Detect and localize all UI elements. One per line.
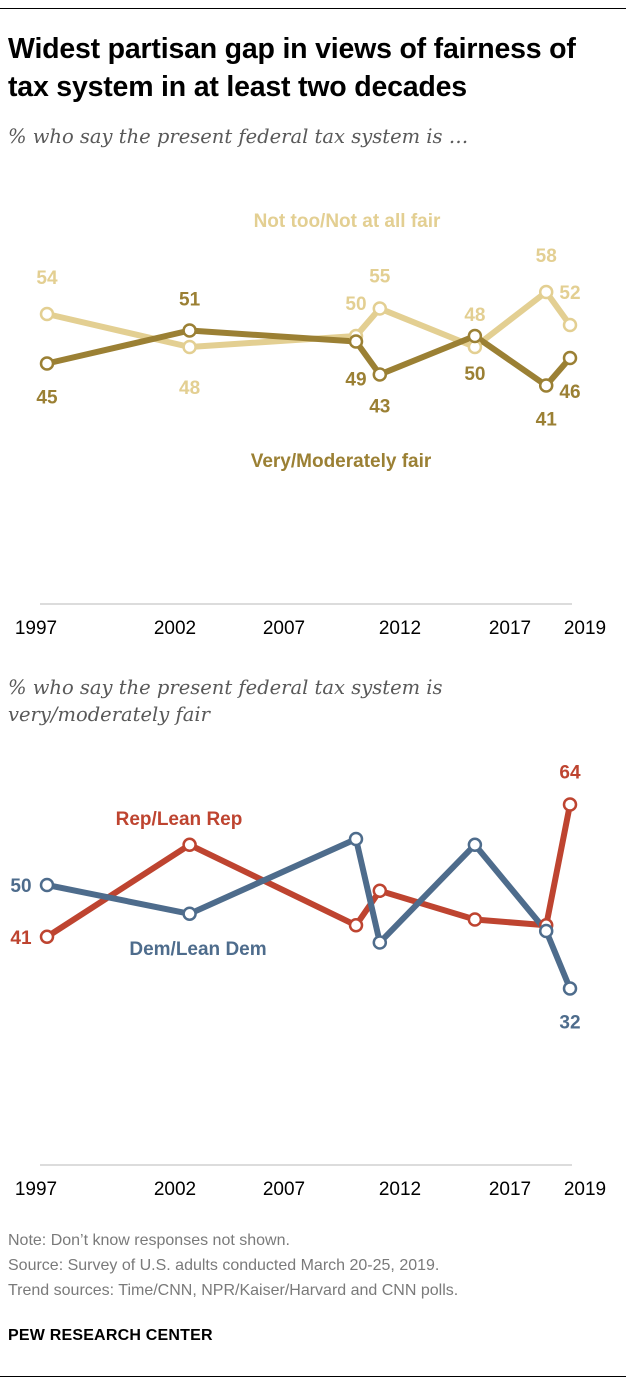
overall-fairness-line-chart: 1997 2002 2007 2012 2017 20195448505548585245… <box>15 211 606 639</box>
data-label-not-too-not-at-all-fair-2018: 58 <box>536 246 557 267</box>
x-tick-label-2007: 2007 <box>263 1179 305 1200</box>
x-tick-label-2012: 2012 <box>379 618 421 639</box>
data-label-not-too-not-at-all-fair-2003: 48 <box>179 378 200 399</box>
x-tick-label-1997: 1997 <box>15 1179 57 1200</box>
bottom-rule <box>0 1376 626 1377</box>
data-label-rep-lean-rep-1997: 41 <box>10 928 32 949</box>
chart2-subtitle: % who say the present federal tax system… <box>8 676 443 726</box>
x-tick-label-2002: 2002 <box>154 1179 196 1200</box>
series-name-label-dem-lean-dem: Dem/Lean Dem <box>129 939 266 960</box>
data-point-very-moderately-fair-2019 <box>562 350 578 366</box>
top-rule <box>0 8 626 9</box>
chart1-subtitle: % who say the present federal tax system… <box>8 125 469 148</box>
data-label-not-too-not-at-all-fair-2015: 48 <box>464 305 485 326</box>
data-label-not-too-not-at-all-fair-2010: 50 <box>345 294 366 315</box>
data-point-not-too-not-at-all-fair-2019 <box>562 317 578 333</box>
data-label-not-too-not-at-all-fair-2011: 55 <box>369 267 391 288</box>
data-point-not-too-not-at-all-fair-2003 <box>182 339 197 355</box>
data-label-rep-lean-rep-2019: 64 <box>559 763 581 784</box>
data-label-very-moderately-fair-2003: 51 <box>179 290 201 311</box>
data-point-rep-lean-rep-2011 <box>372 883 388 899</box>
data-point-dem-lean-dem-2011 <box>372 935 388 950</box>
data-label-very-moderately-fair-2019: 46 <box>559 382 580 403</box>
data-point-rep-lean-rep-2010 <box>348 918 364 933</box>
x-tick-label-1997: 1997 <box>15 618 57 639</box>
chart-title: Widest partisan gap in views of fairness… <box>8 33 576 103</box>
data-point-very-moderately-fair-2018 <box>538 378 554 393</box>
series-name-label-very-moderately-fair: Very/Moderately fair <box>251 451 432 472</box>
data-point-dem-lean-dem-2010 <box>348 831 364 847</box>
data-point-very-moderately-fair-2003 <box>182 323 197 338</box>
x-tick-label-2019: 2019 <box>564 1179 606 1200</box>
x-tick-label-2012: 2012 <box>379 1179 421 1200</box>
notes-block: Note: Don’t know responses not shown. So… <box>8 1228 458 1303</box>
data-point-rep-lean-rep-2019 <box>562 797 578 812</box>
data-point-not-too-not-at-all-fair-2011 <box>372 301 388 316</box>
series-name-label-not-too-not-at-all-fair: Not too/Not at all fair <box>254 211 441 232</box>
data-label-very-moderately-fair-2018: 41 <box>536 410 558 431</box>
series-line-very-moderately-fair <box>44 327 573 389</box>
data-label-very-moderately-fair-2010: 49 <box>345 370 366 391</box>
data-point-rep-lean-rep-1997 <box>39 929 55 945</box>
data-point-very-moderately-fair-2015 <box>467 328 483 344</box>
x-tick-label-2017: 2017 <box>489 1179 531 1200</box>
data-point-dem-lean-dem-2015 <box>467 837 483 853</box>
x-tick-label-2002: 2002 <box>154 618 196 639</box>
x-tick-label-2007: 2007 <box>263 618 305 639</box>
x-tick-label-2017: 2017 <box>489 618 531 639</box>
x-tick-label-2019: 2019 <box>564 618 606 639</box>
data-label-not-too-not-at-all-fair-1997: 54 <box>36 268 58 289</box>
note-text: Note: Don’t know responses not shown. <box>8 1232 290 1249</box>
data-label-very-moderately-fair-2011: 43 <box>369 397 390 418</box>
data-label-dem-lean-dem-1997: 50 <box>10 876 31 897</box>
series-name-label-rep-lean-rep: Rep/Lean Rep <box>116 809 243 830</box>
data-point-rep-lean-rep-2003 <box>182 837 197 853</box>
data-point-very-moderately-fair-2010 <box>348 334 364 349</box>
data-point-very-moderately-fair-1997 <box>39 356 55 371</box>
series-line-dem-lean-dem <box>44 836 573 992</box>
data-point-rep-lean-rep-2015 <box>467 912 483 927</box>
data-point-dem-lean-dem-2018 <box>538 923 554 939</box>
data-label-dem-lean-dem-2019: 32 <box>559 1013 580 1034</box>
data-label-very-moderately-fair-1997: 45 <box>36 388 58 409</box>
partisan-fairness-line-chart: 1997 2002 2007 2012 2017 2019 41 64 50 32 Rep/Lean… <box>10 763 606 1201</box>
pew-research-center-logo: PEW RESEARCH CENTER <box>8 1327 213 1344</box>
data-point-not-too-not-at-all-fair-2018 <box>538 284 554 300</box>
data-label-very-moderately-fair-2015: 50 <box>464 364 485 385</box>
data-point-not-too-not-at-all-fair-1997 <box>39 306 55 322</box>
data-point-dem-lean-dem-2019 <box>562 981 578 996</box>
data-point-dem-lean-dem-1997 <box>39 877 55 893</box>
source-text: Source: Survey of U.S. adults conducted … <box>8 1257 440 1274</box>
data-label-not-too-not-at-all-fair-2019: 52 <box>559 283 580 304</box>
trend-sources-text: Trend sources: Time/CNN, NPR/Kaiser/Harv… <box>8 1282 459 1299</box>
data-point-dem-lean-dem-2003 <box>182 906 197 922</box>
data-point-very-moderately-fair-2011 <box>372 367 388 382</box>
